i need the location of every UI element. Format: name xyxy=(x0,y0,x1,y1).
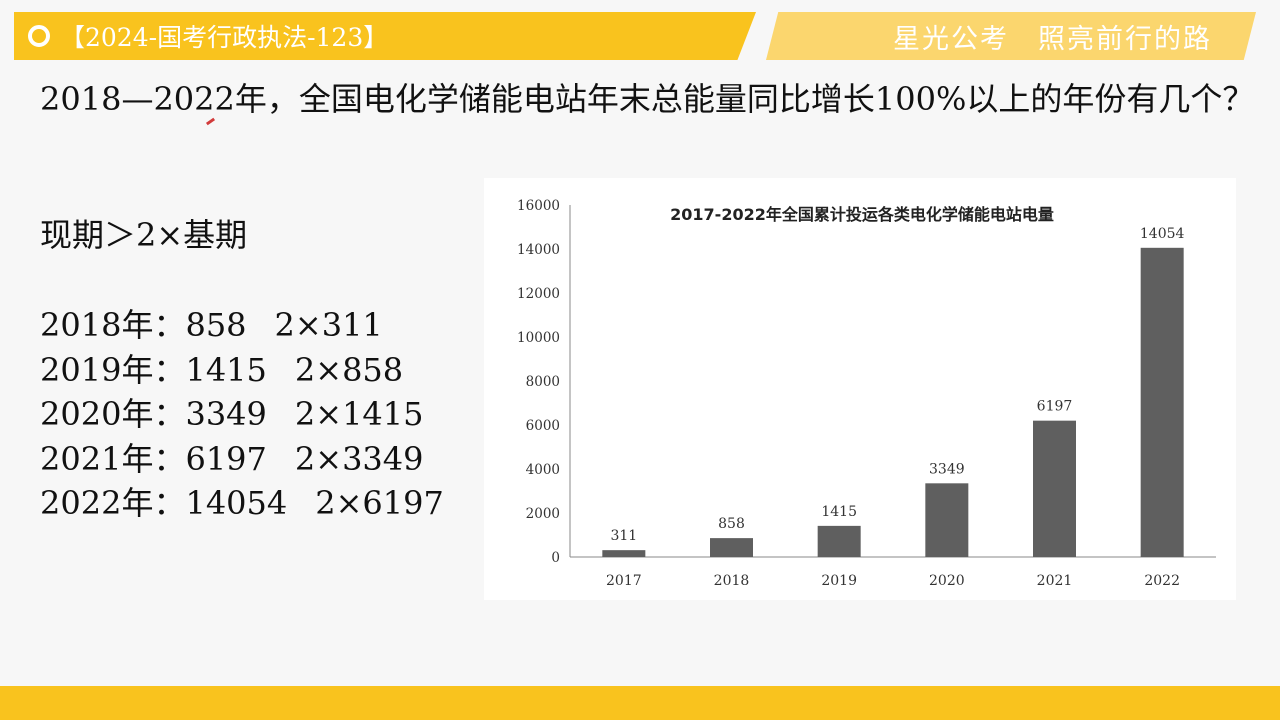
bar-chart-panel: 2017-2022年全国累计投运各类电化学储能电站电量 0 2000 4000 600… xyxy=(484,178,1236,600)
formula-note: 现期＞2×基期 xyxy=(40,216,248,254)
x-tick-label: 2021 xyxy=(1037,573,1073,589)
data-label-2018: 858 xyxy=(718,516,745,532)
calculation-list: 2018年：858 2×311 2019年：1415 2×858 2020年：334… xyxy=(40,303,444,526)
calc-current: 6197 xyxy=(185,439,267,478)
calc-year: 2019年： xyxy=(40,350,186,389)
y-tick-label: 4000 xyxy=(526,462,560,478)
y-tick-label: 0 xyxy=(551,550,560,566)
calc-year: 2020年： xyxy=(40,395,186,433)
calc-base: 2×858 xyxy=(294,350,404,389)
x-tick-label: 2022 xyxy=(1144,573,1180,589)
slogan-text: 星光公考 照亮前行的路 xyxy=(893,23,1212,55)
bar-2021 xyxy=(1033,420,1076,557)
calc-base: 2×6197 xyxy=(315,484,444,522)
data-label-2022: 14054 xyxy=(1140,226,1185,242)
data-label-2020: 3349 xyxy=(929,461,965,477)
calc-row-2021: 2021年：6197 2×3349 xyxy=(40,437,444,482)
chart-title: 2017-2022年全国累计投运各类电化学储能电站电量 xyxy=(670,205,1054,224)
bar-chart: 2017-2022年全国累计投运各类电化学储能电站电量 0 2000 4000 600… xyxy=(517,198,1216,589)
y-tick-label: 2000 xyxy=(526,506,560,522)
calc-current: 1415 xyxy=(185,350,267,389)
data-label-2019: 1415 xyxy=(821,504,857,520)
calc-year: 2022年： xyxy=(40,484,186,522)
calc-base: 2×1415 xyxy=(294,395,424,433)
question-text: 2018—2022年，全国电化学储能电站年末总能量同比增长100%以上的年份有几… xyxy=(40,80,1255,118)
calc-current: 3349 xyxy=(185,395,267,433)
bar-2018 xyxy=(710,538,753,557)
y-tick-label: 8000 xyxy=(526,374,560,390)
x-tick-label: 2017 xyxy=(606,573,642,589)
calc-base: 2×3349 xyxy=(294,439,424,478)
calc-base: 2×311 xyxy=(274,306,383,344)
y-tick-label: 10000 xyxy=(517,330,560,346)
bar-2019 xyxy=(817,525,861,557)
slogan-banner: 星光公考 照亮前行的路 xyxy=(766,12,1256,60)
calc-year: 2021年： xyxy=(40,439,186,478)
footer-bar xyxy=(0,686,1280,720)
x-tick-label: 2019 xyxy=(821,573,857,589)
lesson-title: 【2024-国考行政执法-123】 xyxy=(60,23,389,52)
data-label-2017: 311 xyxy=(610,528,637,544)
x-tick-label: 2018 xyxy=(714,573,750,589)
y-tick-label: 6000 xyxy=(526,418,560,434)
y-tick-label: 16000 xyxy=(517,198,560,214)
calc-current: 858 xyxy=(185,306,247,344)
calc-row-2018: 2018年：858 2×311 xyxy=(40,303,444,348)
data-label-2021: 6197 xyxy=(1037,399,1073,415)
y-tick-label: 12000 xyxy=(517,286,560,302)
calc-year: 2018年： xyxy=(40,306,186,344)
bar-2022 xyxy=(1140,247,1184,557)
x-tick-label: 2020 xyxy=(929,573,965,589)
calc-current: 14054 xyxy=(185,484,288,522)
bar-2020 xyxy=(925,483,969,557)
circle-icon xyxy=(28,25,50,47)
calc-row-2019: 2019年：1415 2×858 xyxy=(40,348,444,393)
bar-2017 xyxy=(602,550,646,557)
header-bar: 【2024-国考行政执法-123】 xyxy=(14,12,756,60)
calc-row-2020: 2020年：3349 2×1415 xyxy=(40,392,444,437)
y-tick-label: 14000 xyxy=(517,242,560,258)
calc-row-2022: 2022年：14054 2×6197 xyxy=(40,481,444,526)
